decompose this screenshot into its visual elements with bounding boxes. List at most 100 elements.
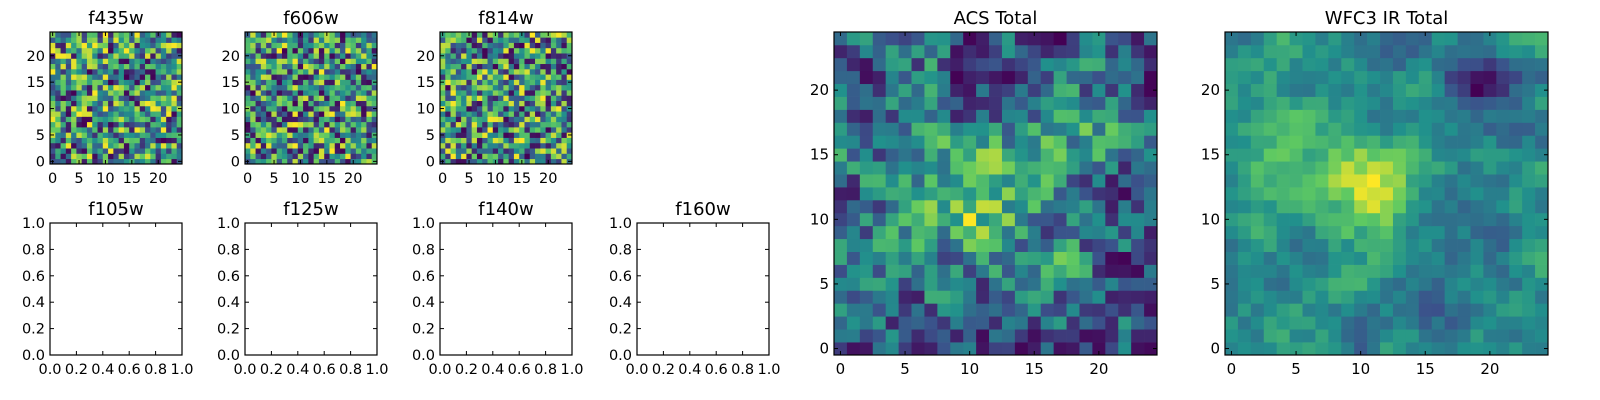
heatmap-cell bbox=[1483, 57, 1497, 72]
heatmap-cell bbox=[911, 174, 925, 188]
heatmap-cell bbox=[266, 95, 272, 101]
heatmap-cell bbox=[155, 63, 162, 70]
heatmap-cell bbox=[1144, 70, 1158, 85]
heatmap-cell bbox=[55, 74, 61, 80]
heatmap-cell bbox=[566, 153, 573, 160]
heatmap-cell bbox=[440, 100, 446, 107]
heatmap-cell bbox=[1509, 199, 1523, 214]
heatmap-cell bbox=[976, 44, 990, 59]
heatmap-cell bbox=[924, 70, 938, 85]
heatmap-cell bbox=[471, 84, 478, 91]
heatmap-cell bbox=[911, 83, 925, 97]
heatmap-cell bbox=[513, 95, 520, 101]
heatmap-cell bbox=[113, 121, 119, 128]
axes-frame bbox=[439, 222, 573, 356]
heatmap-cell bbox=[1328, 251, 1342, 265]
heatmap-cell bbox=[550, 90, 557, 96]
heatmap-cell bbox=[1496, 251, 1510, 265]
heatmap-cell bbox=[86, 63, 93, 70]
heatmap-cell bbox=[1444, 264, 1458, 278]
heatmap-cell bbox=[455, 153, 462, 160]
heatmap-cell bbox=[519, 68, 525, 75]
heatmap-cell bbox=[466, 95, 473, 101]
heatmap-cell bbox=[1040, 174, 1054, 188]
heatmap-cell bbox=[1354, 135, 1368, 149]
heatmap-cell bbox=[963, 199, 977, 214]
heatmap-cell bbox=[113, 68, 119, 75]
heatmap-cell bbox=[176, 68, 183, 75]
heatmap-cell bbox=[529, 148, 536, 154]
heatmap-cell bbox=[297, 74, 304, 80]
heatmap-cell bbox=[471, 142, 478, 149]
heatmap-cell bbox=[1040, 148, 1054, 162]
heatmap-cell bbox=[97, 137, 104, 144]
heatmap-cell bbox=[535, 116, 541, 123]
heatmap-cell bbox=[1522, 238, 1536, 252]
heatmap-cell bbox=[81, 105, 88, 112]
heatmap-cell bbox=[450, 127, 457, 133]
heatmap-cell bbox=[1014, 122, 1029, 136]
heatmap-cell bbox=[86, 58, 93, 65]
heatmap-cell bbox=[50, 121, 56, 128]
heatmap-cell bbox=[1315, 83, 1329, 97]
heatmap-cell bbox=[92, 142, 98, 149]
heatmap-cell bbox=[924, 342, 938, 356]
heatmap-cell bbox=[1470, 148, 1484, 162]
heatmap-cell bbox=[1431, 303, 1445, 317]
heatmap-cell bbox=[963, 342, 977, 356]
heatmap-cell bbox=[535, 63, 541, 70]
heatmap-cell bbox=[65, 121, 72, 128]
heatmap-cell bbox=[1276, 57, 1290, 72]
heatmap-cell bbox=[1040, 122, 1054, 136]
heatmap-cell bbox=[1496, 225, 1510, 240]
heatmap-cell bbox=[950, 109, 964, 123]
heatmap-cell bbox=[60, 137, 67, 144]
heatmap-cell bbox=[92, 95, 98, 101]
y-tick-label: 5 bbox=[231, 128, 240, 144]
heatmap-cell bbox=[963, 277, 977, 291]
heatmap-cell bbox=[445, 111, 451, 117]
heatmap-cell bbox=[834, 290, 848, 304]
heatmap-cell bbox=[60, 42, 67, 49]
heatmap-cell bbox=[540, 142, 546, 149]
heatmap-cell bbox=[102, 84, 109, 91]
heatmap-cell bbox=[556, 53, 562, 59]
heatmap-cell bbox=[566, 111, 573, 117]
heatmap-cell bbox=[550, 63, 557, 70]
heatmap-cell bbox=[1470, 161, 1484, 175]
heatmap-cell bbox=[97, 63, 104, 70]
heatmap-cell bbox=[139, 47, 146, 54]
heatmap-cell bbox=[498, 63, 504, 70]
heatmap-cell bbox=[1444, 225, 1458, 240]
heatmap-cell bbox=[76, 100, 83, 107]
heatmap-cell bbox=[281, 153, 288, 160]
heatmap-cell bbox=[508, 84, 515, 91]
heatmap-cell bbox=[308, 121, 314, 128]
heatmap-cell bbox=[334, 37, 341, 43]
heatmap-cell bbox=[1014, 303, 1029, 317]
heatmap-cell bbox=[1225, 290, 1239, 304]
heatmap-cell bbox=[55, 105, 61, 112]
heatmap-cell bbox=[1144, 161, 1158, 175]
heatmap-cell bbox=[524, 63, 531, 70]
heatmap-cell bbox=[898, 199, 912, 214]
heatmap-cell bbox=[1483, 148, 1497, 162]
heatmap-cell bbox=[108, 142, 114, 149]
heatmap-cell bbox=[303, 132, 309, 138]
heatmap-cell bbox=[482, 121, 488, 128]
heatmap-cell bbox=[885, 187, 899, 201]
heatmap-cell bbox=[313, 132, 320, 138]
heatmap-cell bbox=[1457, 264, 1471, 278]
heatmap-cell bbox=[271, 58, 278, 65]
heatmap-cell bbox=[155, 90, 162, 96]
heatmap-cell bbox=[1118, 316, 1132, 330]
y-tick-label: 0.4 bbox=[217, 295, 240, 311]
heatmap-cell bbox=[1328, 225, 1342, 240]
heatmap-cell bbox=[60, 127, 67, 133]
heatmap-cell bbox=[519, 37, 525, 43]
heatmap-cell bbox=[498, 132, 504, 138]
heatmap-cell bbox=[171, 121, 178, 128]
heatmap-cell bbox=[1131, 161, 1145, 175]
heatmap-cell bbox=[440, 153, 446, 160]
y-tick-label: 0.8 bbox=[217, 242, 240, 258]
